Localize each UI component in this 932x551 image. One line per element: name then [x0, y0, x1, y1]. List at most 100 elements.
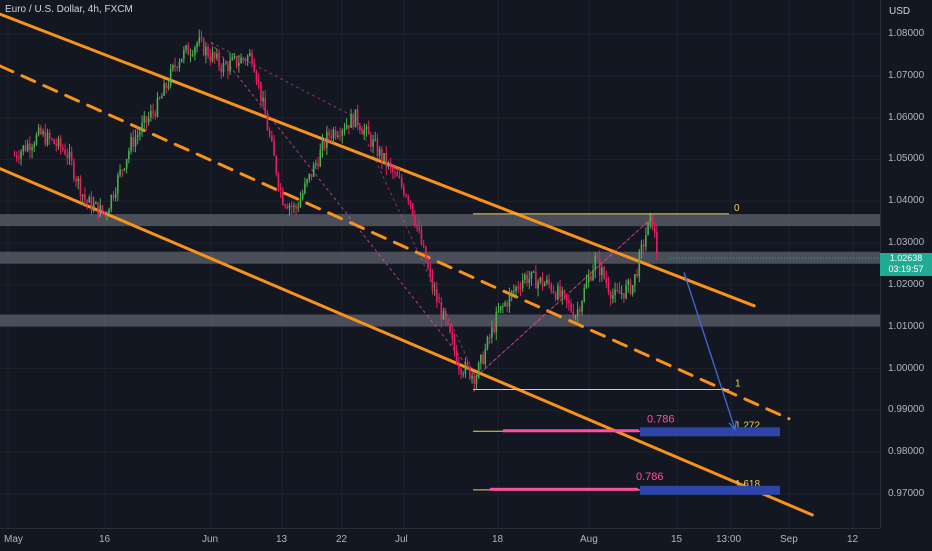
- candle-body: [359, 125, 361, 131]
- candle-100: [233, 53, 236, 60]
- candle-160: [365, 123, 368, 137]
- candle-body: [554, 292, 557, 300]
- candle-73: [174, 57, 176, 72]
- candle-body: [429, 268, 432, 275]
- target-box-1: [640, 485, 780, 495]
- candle-body: [284, 204, 286, 206]
- candle-body: [462, 373, 465, 375]
- candle-270: [607, 276, 610, 296]
- candle-body: [563, 290, 566, 295]
- candle-157: [359, 122, 361, 135]
- candle-body: [488, 337, 491, 339]
- candle-body: [108, 208, 110, 214]
- candle-35: [90, 191, 93, 217]
- candle-body: [18, 157, 20, 159]
- candle-276: [620, 285, 623, 300]
- candle-37: [95, 200, 97, 205]
- candle-159: [363, 123, 366, 140]
- candle-101: [235, 55, 238, 69]
- candle-275: [618, 281, 621, 294]
- candle-body: [277, 173, 280, 188]
- fib-highlight-label-0: 0.786: [647, 413, 675, 425]
- candle-11: [37, 123, 40, 137]
- candle-233: [526, 270, 528, 287]
- candle-83: [196, 41, 198, 53]
- candle-body: [169, 68, 172, 86]
- candle-138: [317, 156, 319, 170]
- candle-81: [191, 50, 194, 58]
- candle-168: [383, 152, 385, 165]
- price-tick-label: 0.99000: [888, 404, 925, 416]
- candle-149: [341, 128, 344, 144]
- candle-137: [315, 159, 317, 170]
- candle-body: [244, 59, 247, 62]
- candle-287: [645, 227, 647, 252]
- candle-body: [235, 56, 238, 66]
- time-axis[interactable]: May 16 Jun 13 22 Jul 18 Aug 15 13:00 Sep 12: [0, 528, 880, 551]
- candle-body: [352, 114, 355, 128]
- candle-132: [304, 177, 306, 195]
- candle-218: [493, 321, 495, 335]
- candle-108: [251, 49, 253, 68]
- candle-body: [222, 63, 225, 73]
- candle-body: [62, 147, 64, 150]
- candle-246: [554, 291, 557, 302]
- candle-body: [605, 278, 608, 283]
- candle-body: [253, 63, 256, 73]
- candle-body: [499, 306, 502, 311]
- candle-body: [139, 132, 141, 135]
- candle-body: [323, 140, 326, 148]
- candle-body: [301, 193, 304, 199]
- candle-124: [286, 203, 289, 210]
- candle-113: [262, 90, 264, 108]
- candle-body: [471, 375, 473, 379]
- candle-body: [158, 97, 161, 99]
- candle-92: [216, 48, 218, 61]
- candle-148: [339, 127, 341, 141]
- candle-body: [99, 205, 102, 217]
- candle-body: [497, 310, 500, 312]
- candle-230: [519, 281, 522, 297]
- candle-140: [321, 133, 324, 158]
- candle-body: [304, 183, 306, 194]
- candle-86: [202, 36, 205, 57]
- candle-153: [350, 108, 352, 129]
- candle-body: [332, 129, 335, 139]
- candle-191: [433, 281, 436, 296]
- candle-body: [653, 228, 656, 233]
- candle-144: [330, 128, 333, 144]
- candle-85: [200, 30, 203, 43]
- candle-182: [414, 210, 416, 228]
- candle-body: [513, 291, 515, 293]
- candle-180: [409, 199, 412, 210]
- candle-body: [616, 289, 619, 291]
- candle-body: [128, 150, 130, 159]
- candle-145: [332, 127, 335, 144]
- candle-body: [568, 300, 570, 304]
- candle-body: [631, 284, 634, 294]
- candle-body: [409, 200, 412, 204]
- candle-26: [70, 146, 73, 166]
- candle-body: [70, 151, 73, 162]
- candle-187: [425, 245, 427, 264]
- candle-body: [387, 162, 390, 167]
- candle-body: [264, 97, 267, 116]
- candle-12: [40, 124, 42, 136]
- candle-175: [398, 168, 401, 179]
- symbol-title[interactable]: Euro / U.S. Dollar, 4h, FXCM: [5, 4, 133, 15]
- price-chart-svg: 0 1 1.272 1.618 0.786 0.786: [0, 0, 880, 528]
- candle-body: [282, 190, 284, 205]
- candle-33: [86, 199, 88, 210]
- candle-body: [143, 116, 146, 123]
- candle-16: [48, 129, 51, 146]
- candle-body: [581, 301, 583, 312]
- candle-117: [271, 130, 273, 143]
- candle-body: [306, 179, 308, 184]
- candle-251: [565, 293, 568, 309]
- candle-247: [557, 282, 559, 301]
- candle-body: [548, 279, 550, 284]
- candle-208: [471, 373, 473, 384]
- plot-area[interactable]: 0 1 1.272 1.618 0.786 0.786 Euro / U.S. Dolla…: [0, 0, 880, 528]
- candle-188: [427, 256, 429, 271]
- candle-body: [224, 63, 227, 65]
